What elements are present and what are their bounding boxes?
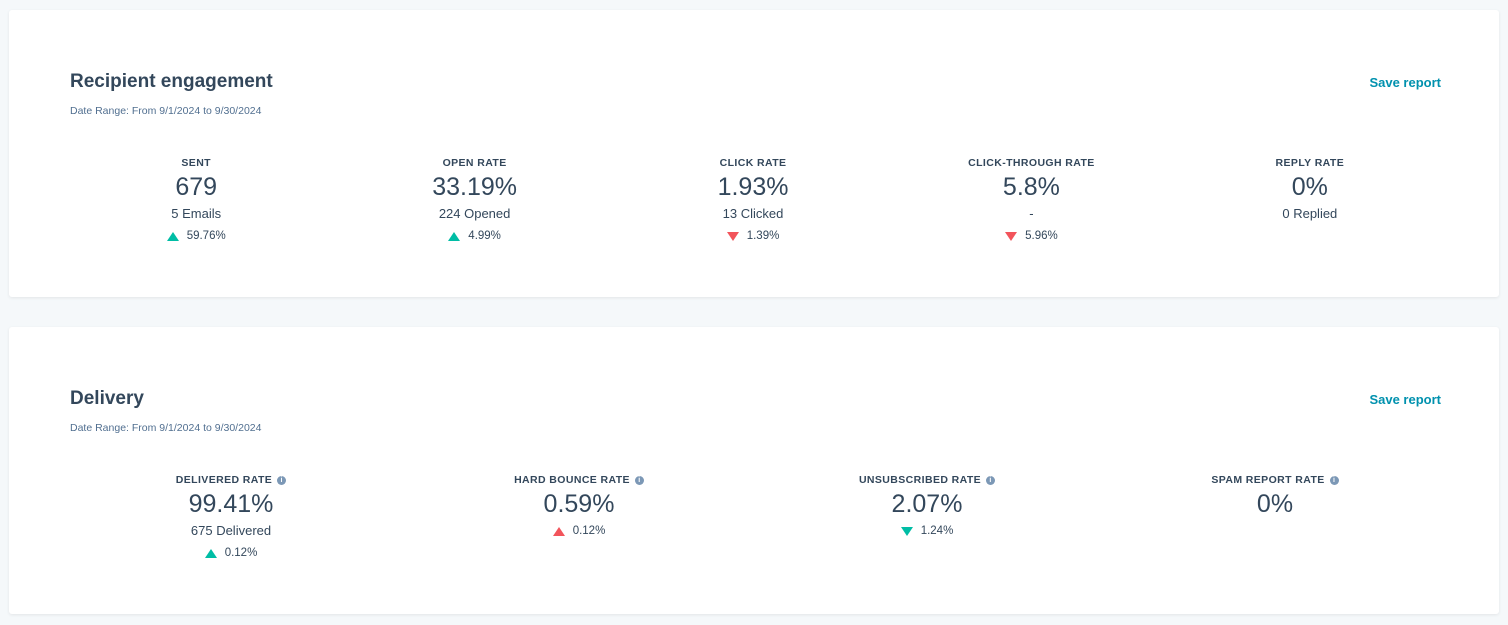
info-icon[interactable]: i [986,475,996,485]
stat-change: 0.12% [405,520,753,542]
recipient-engagement-card: Recipient engagement Date Range: From 9/… [9,10,1499,297]
save-report-button[interactable]: Save report [1369,75,1441,90]
stat-value: 1.93% [717,173,789,201]
triangle-down-icon [726,231,739,241]
stat-open-rate: OPEN RATE 33.19% 224 Opened 4.99% [335,156,613,247]
delivery-card: Delivery Date Range: From 9/1/2024 to 9/… [9,327,1499,614]
stat-value: 0.59% [543,490,615,518]
change-value: 1.39% [746,230,780,242]
change-value: 5.96% [1025,230,1058,242]
stat-label: SPAM REPORT RATE [1211,474,1325,486]
save-report-button[interactable]: Save report [1369,392,1441,407]
stat-label: SENT [181,157,211,169]
stat-spam-report-rate: SPAM REPORT RATE i 0% [1101,473,1449,564]
triangle-up-icon [448,231,461,241]
stat-subtext: 5 Emails [171,206,222,221]
stat-change: 0.12% [57,542,405,564]
stat-label: OPEN RATE [442,157,507,169]
stat-value: 99.41% [188,490,274,518]
date-range: Date Range: From 9/1/2024 to 9/30/2024 [70,105,262,117]
stat-value: 0% [1256,490,1294,518]
stat-value: 33.19% [432,173,517,201]
stat-value: 0% [1291,173,1328,201]
triangle-up-icon [552,526,565,536]
triangle-up-icon [166,231,179,241]
info-icon[interactable]: i [634,475,644,485]
change-value: 59.76% [186,230,226,242]
stat-label: REPLY RATE [1275,157,1345,169]
stat-sent: SENT 679 5 Emails 59.76% [57,156,335,247]
stat-label: CLICK-THROUGH RATE [968,157,1095,169]
card-title: Recipient engagement [70,71,273,92]
stat-label: HARD BOUNCE RATE [514,474,630,486]
stat-click-through-rate: CLICK-THROUGH RATE 5.8% - 5.96% [892,156,1170,247]
stat-subtext: 13 Clicked [722,206,784,221]
date-range: Date Range: From 9/1/2024 to 9/30/2024 [70,422,262,434]
stat-label: UNSUBSCRIBED RATE [858,474,982,486]
stat-change: 59.76% [57,225,335,247]
stat-label: DELIVERED RATE [175,474,273,486]
stat-label: CLICK RATE [719,157,787,169]
triangle-down-icon [1005,231,1018,241]
stat-click-rate: CLICK RATE 1.93% 13 Clicked 1.39% [614,156,892,247]
stat-subtext: 675 Delivered [190,523,272,538]
stat-change: 5.96% [892,225,1170,247]
stat-change: 1.24% [753,520,1101,542]
change-value: 0.12% [224,547,258,559]
stat-change: 4.99% [335,225,613,247]
stat-value: 679 [175,173,218,201]
change-value: 4.99% [468,230,501,242]
change-value: 0.12% [572,525,606,537]
stat-subtext: 0 Replied [1282,206,1338,221]
stat-reply-rate: REPLY RATE 0% 0 Replied [1171,156,1449,247]
stat-subtext: - [1029,206,1034,221]
stat-value: 5.8% [1002,173,1060,201]
stat-delivered-rate: DELIVERED RATE i 99.41% 675 Delivered 0.12% [57,473,405,564]
stat-subtext: 224 Opened [438,206,511,221]
stat-unsubscribed-rate: UNSUBSCRIBED RATE i 2.07% 1.24% [753,473,1101,564]
change-value: 1.24% [920,525,954,537]
triangle-down-icon [900,526,913,536]
card-title: Delivery [70,388,144,409]
delivery-stats: DELIVERED RATE i 99.41% 675 Delivered 0.12% H… [57,473,1449,564]
engagement-stats: SENT 679 5 Emails 59.76% OPEN RATE 33.19% 224 … [57,156,1449,247]
stat-hard-bounce-rate: HARD BOUNCE RATE i 0.59% 0.12% [405,473,753,564]
info-icon[interactable]: i [1329,475,1339,485]
stat-value: 2.07% [891,490,963,518]
triangle-up-icon [204,548,217,558]
stat-change: 1.39% [614,225,892,247]
info-icon[interactable]: i [277,475,287,485]
